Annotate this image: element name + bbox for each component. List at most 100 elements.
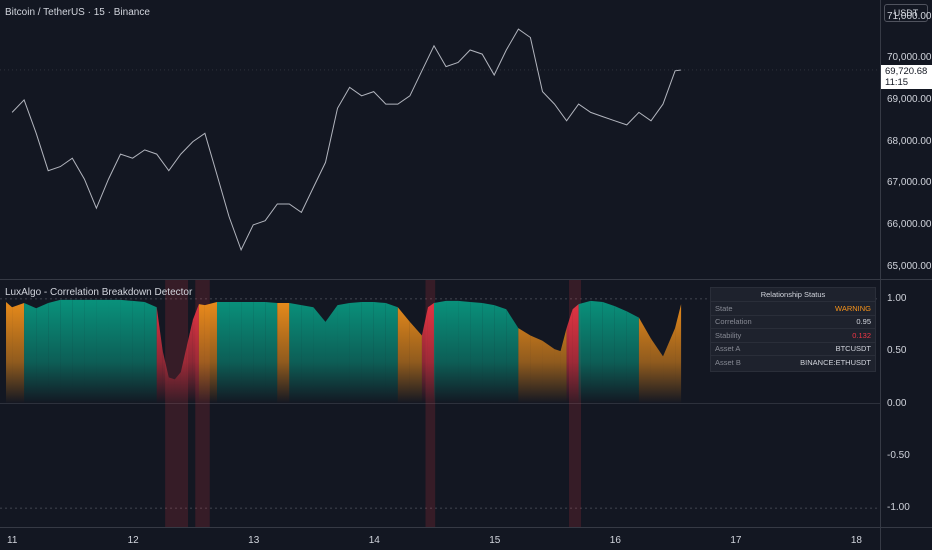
correlation-area-high: [108, 299, 121, 404]
correlation-area-high: [385, 303, 398, 404]
state-value: WARNING: [835, 303, 871, 313]
correlation-area-warning: [6, 301, 13, 404]
price-pane[interactable]: Bitcoin / TetherUS · 15 · Binance: [0, 0, 880, 279]
price-tick-label: 66,000.00: [887, 218, 932, 230]
price-tick-label: 70,000.00: [887, 52, 932, 64]
correlation-area-high: [241, 301, 254, 404]
asset-a-value: BTCUSDT: [835, 344, 871, 354]
correlation-tick-label: 0.50: [887, 345, 907, 357]
correlation-area-high: [96, 299, 109, 404]
correlation-area-breakdown: [168, 377, 175, 404]
relationship-status-table: Relationship Status State WARNING Correla…: [710, 287, 876, 372]
price-tick-label: 67,000.00: [887, 177, 932, 189]
correlation-area-high: [313, 307, 326, 404]
last-price-value: 69,720.68: [885, 65, 928, 77]
correlation-area-warning: [518, 328, 531, 404]
correlation-area-high: [458, 300, 471, 404]
correlation-area-high: [289, 303, 302, 404]
status-table-title: Relationship Status: [711, 288, 875, 302]
symbol-title: Bitcoin / TetherUS · 15 · Binance: [5, 7, 150, 18]
correlation-area-breakdown: [174, 372, 181, 404]
correlation-area-high: [301, 305, 314, 404]
correlation-area-breakdown: [421, 307, 428, 404]
correlation-area-high: [349, 301, 362, 404]
bar-countdown: 11:15: [885, 76, 909, 88]
price-tick-label: 69,000.00: [887, 93, 932, 105]
correlation-area-high: [482, 303, 495, 404]
time-tick-label: 13: [248, 535, 260, 546]
correlation-area-high: [614, 306, 627, 404]
correlation-area-high: [120, 299, 133, 404]
correlation-area-high: [470, 301, 483, 404]
price-axis-separator: [880, 0, 881, 550]
correlation-area-high: [36, 303, 49, 404]
correlation-area-breakdown: [186, 319, 193, 404]
correlation-area-breakdown: [572, 304, 579, 404]
correlation-area-warning: [663, 328, 676, 404]
correlation-area-high: [132, 300, 145, 404]
correlation-area-high: [578, 300, 591, 404]
status-row-asset-a: Asset A BTCUSDT: [711, 343, 875, 356]
correlation-area-breakdown: [427, 303, 434, 404]
correlation-area-warning: [560, 328, 567, 404]
correlation-chart: [0, 280, 880, 527]
correlation-area-high: [433, 300, 447, 404]
correlation-area-breakdown: [162, 351, 169, 404]
correlation-area-high: [506, 309, 519, 404]
correlation-area-warning: [204, 301, 217, 404]
correlation-area-warning: [675, 304, 682, 404]
price-tick-label: 65,000.00: [887, 260, 932, 272]
correlation-area-warning: [530, 335, 543, 404]
price-line: [11, 28, 682, 252]
status-row-correlation: Correlation 0.95: [711, 316, 875, 329]
price-tick-label: 68,000.00: [887, 135, 932, 147]
correlation-area-high: [24, 303, 37, 404]
price-chart: [0, 28, 880, 252]
correlation-area-high: [265, 301, 278, 404]
correlation-area-warning: [542, 340, 555, 404]
status-row-asset-b: Asset B BINANCE:ETHUSDT: [715, 357, 871, 367]
correlation-area-breakdown: [192, 304, 199, 404]
pane-separator[interactable]: [0, 279, 932, 280]
correlation-area-high: [361, 301, 374, 404]
price-tick-label: 71,000.00: [887, 10, 932, 22]
correlation-area-breakdown: [180, 345, 187, 404]
correlation-area-high: [494, 305, 507, 404]
correlation-area-warning: [650, 338, 664, 404]
time-tick-label: 14: [368, 535, 380, 546]
correlation-area-warning: [554, 349, 561, 404]
time-tick-label: 12: [127, 535, 139, 546]
correlation-area-high: [84, 299, 97, 404]
correlation-area-high: [626, 311, 639, 404]
correlation-tick-label: 0.00: [887, 397, 907, 409]
correlation-area-warning: [409, 321, 422, 404]
correlation-area-breakdown: [566, 309, 573, 404]
correlation-area-warning: [198, 304, 205, 404]
currency-button[interactable]: USDT: [884, 4, 928, 22]
status-row-state: State WARNING: [711, 302, 875, 316]
correlation-area-high: [373, 301, 386, 404]
time-axis-separator: [0, 527, 932, 528]
time-tick-label: 15: [489, 535, 501, 546]
time-tick-label: 18: [850, 535, 862, 546]
indicator-pane[interactable]: LuxAlgo - Correlation Breakdown Detector…: [0, 280, 880, 527]
last-price-label: 69,720.68 11:15: [881, 64, 932, 89]
correlation-area-high: [253, 301, 266, 404]
correlation-tick-label: 1.00: [887, 292, 907, 304]
correlation-area-warning: [638, 317, 651, 404]
correlation-area-high: [602, 301, 615, 404]
correlation-area-high: [337, 303, 350, 404]
time-tick-label: 17: [730, 535, 742, 546]
correlation-area-high: [590, 300, 603, 404]
correlation-area-high: [229, 301, 242, 404]
correlation-area-warning: [397, 307, 410, 404]
status-row-stability: Stability 0.132: [711, 329, 875, 343]
stability-value: 0.132: [852, 330, 871, 340]
correlation-tick-label: -0.50: [887, 449, 910, 461]
correlation-area-high: [144, 301, 157, 404]
correlation-tick-label: -1.00: [887, 502, 910, 514]
correlation-area-high: [446, 300, 459, 404]
correlation-area-high: [216, 301, 230, 404]
correlation-area-high: [72, 299, 85, 404]
time-tick-label: 16: [609, 535, 621, 546]
